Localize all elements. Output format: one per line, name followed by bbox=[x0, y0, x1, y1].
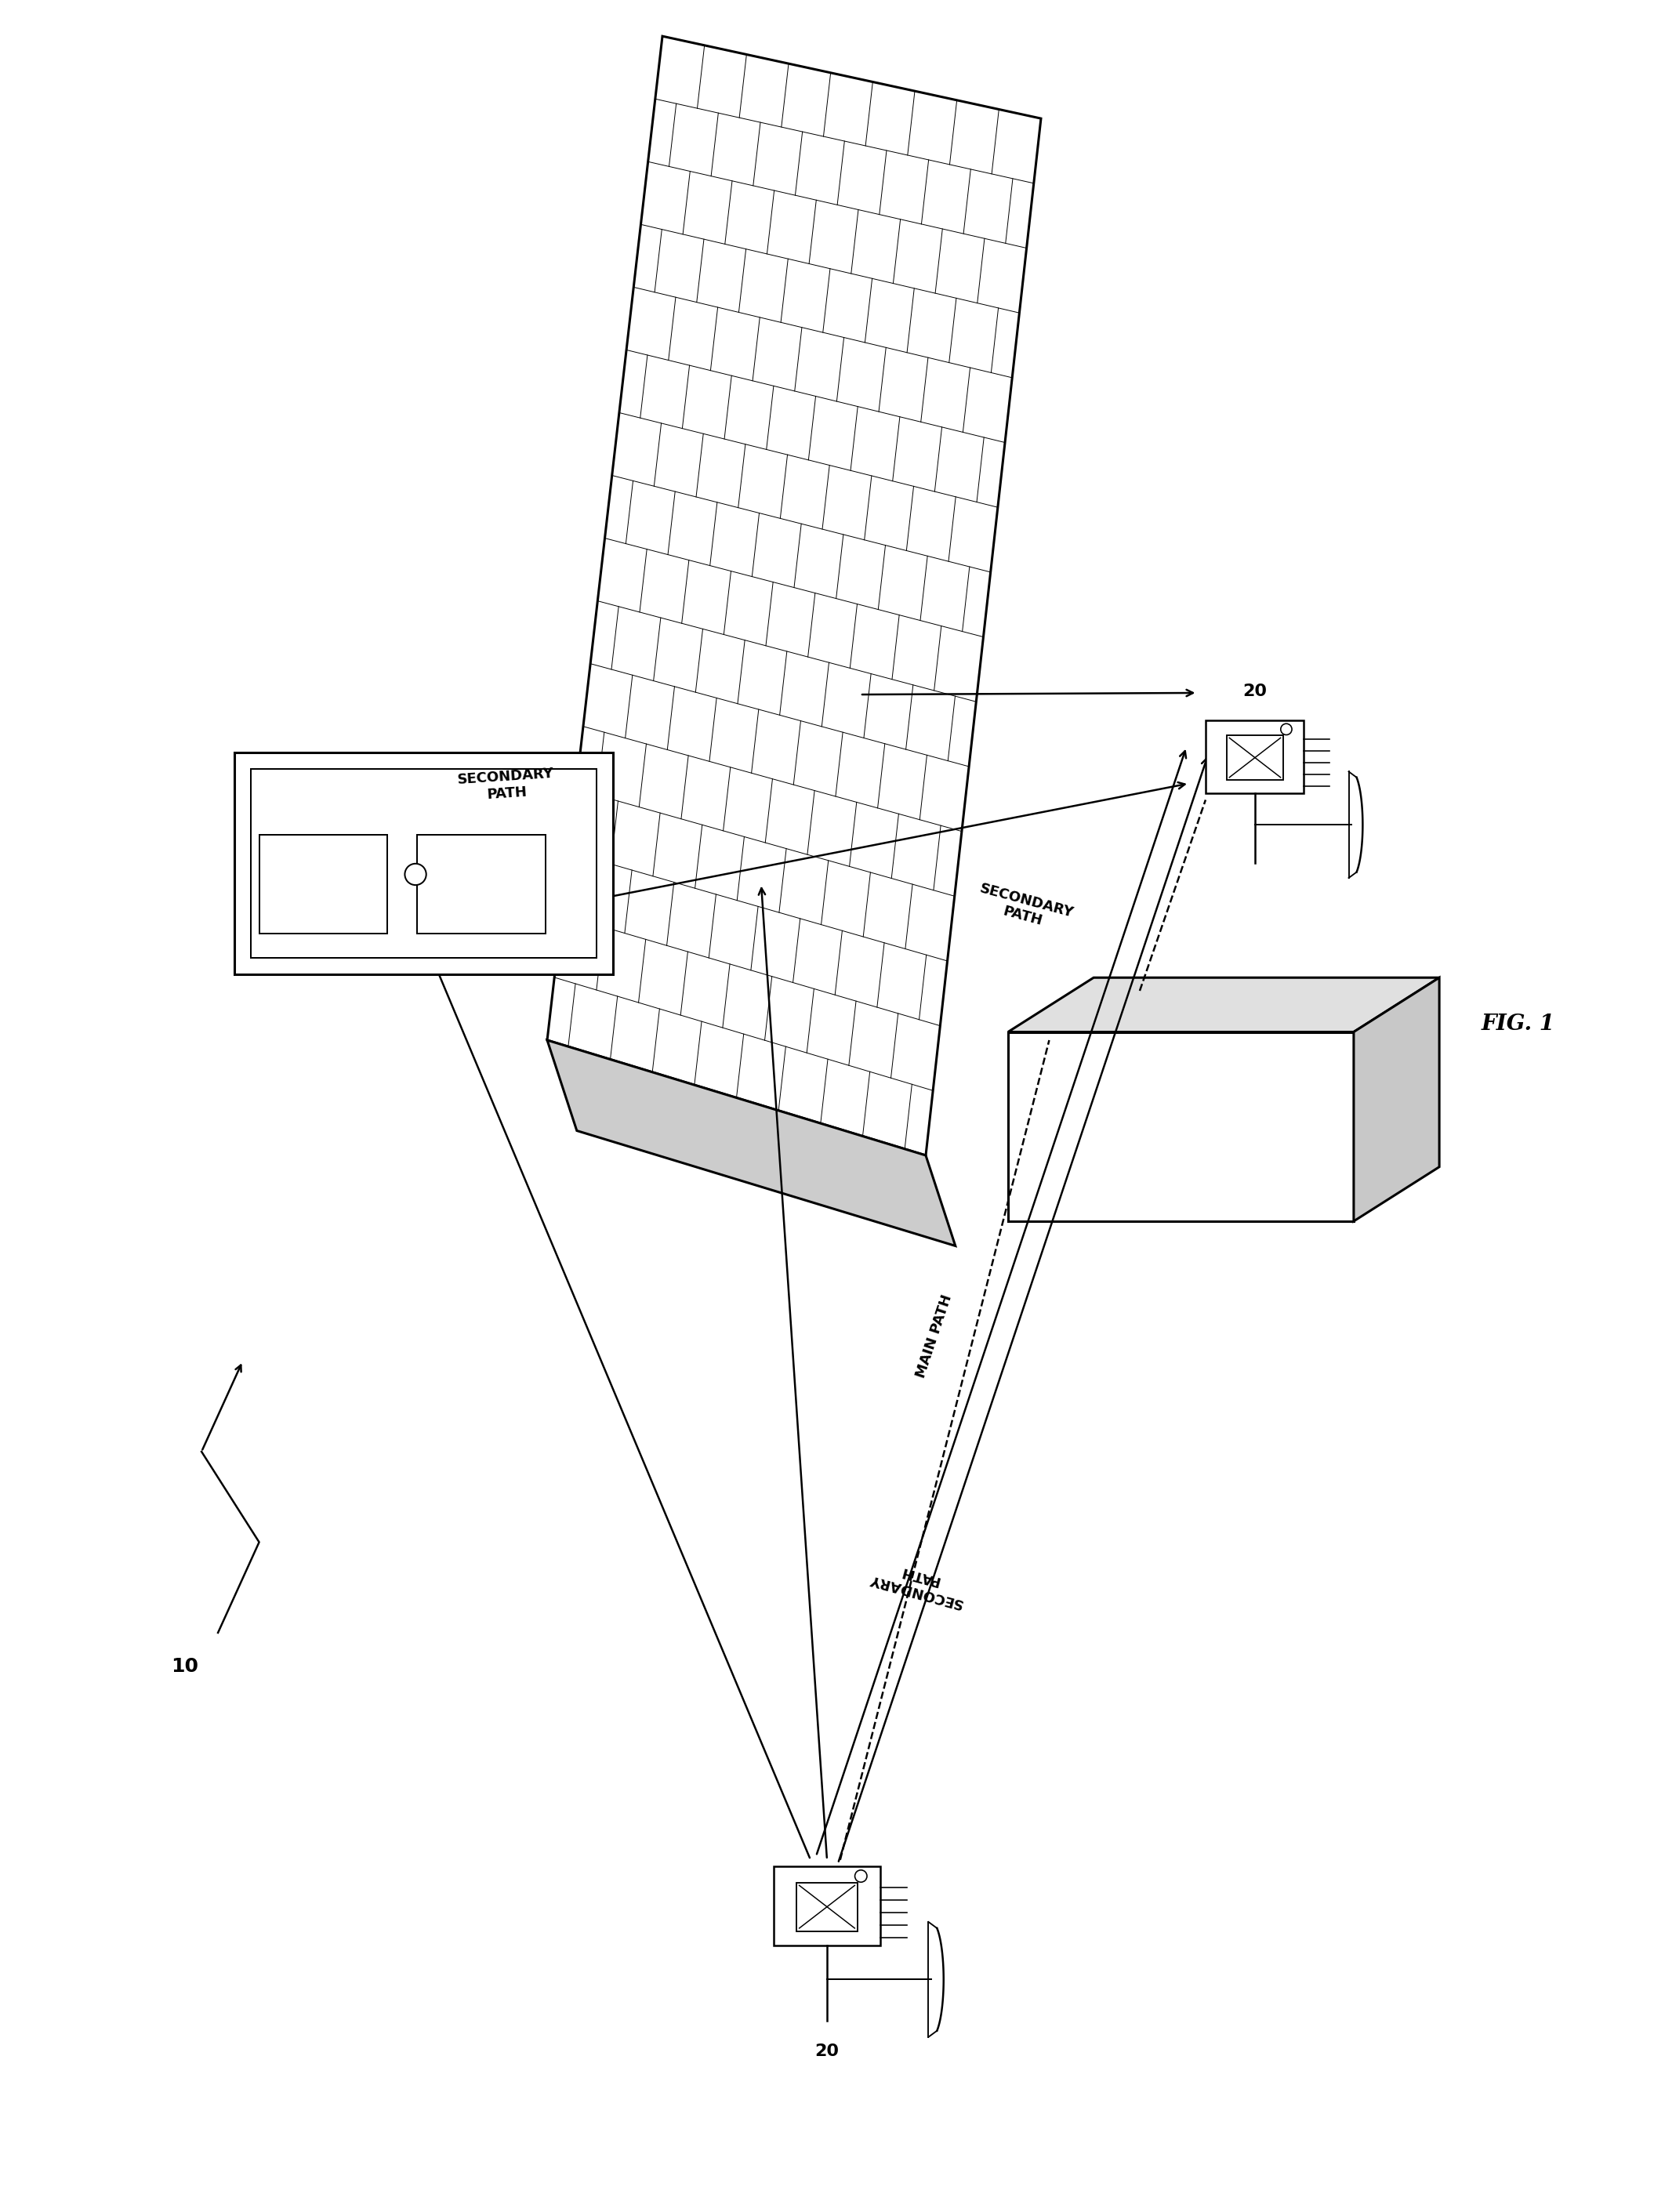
Text: 20: 20 bbox=[1242, 684, 1267, 699]
Polygon shape bbox=[1353, 978, 1439, 1221]
Polygon shape bbox=[547, 1040, 956, 1245]
Text: 10: 10 bbox=[172, 1657, 198, 1677]
Text: SECONDARY
PATH: SECONDARY PATH bbox=[457, 768, 556, 803]
Bar bbox=[1206, 721, 1303, 794]
Text: MAIN PATH: MAIN PATH bbox=[913, 1294, 954, 1380]
Bar bbox=[1227, 734, 1284, 781]
Circle shape bbox=[405, 863, 427, 885]
Polygon shape bbox=[1007, 978, 1439, 1033]
Polygon shape bbox=[1007, 1033, 1353, 1221]
Bar bbox=[417, 834, 546, 933]
Bar bbox=[260, 834, 387, 933]
Text: SECONDARY
PATH: SECONDARY PATH bbox=[974, 880, 1075, 936]
Text: SECONDARY
PATH: SECONDARY PATH bbox=[867, 1555, 968, 1610]
Text: 20: 20 bbox=[815, 2044, 839, 2059]
Circle shape bbox=[1280, 723, 1292, 734]
Bar bbox=[774, 1867, 880, 1944]
Text: FIG. 1: FIG. 1 bbox=[1482, 1013, 1555, 1035]
Circle shape bbox=[855, 1869, 867, 1882]
Bar bbox=[251, 768, 597, 958]
Bar bbox=[796, 1882, 858, 1931]
Bar bbox=[235, 752, 614, 973]
Polygon shape bbox=[547, 35, 1040, 1155]
